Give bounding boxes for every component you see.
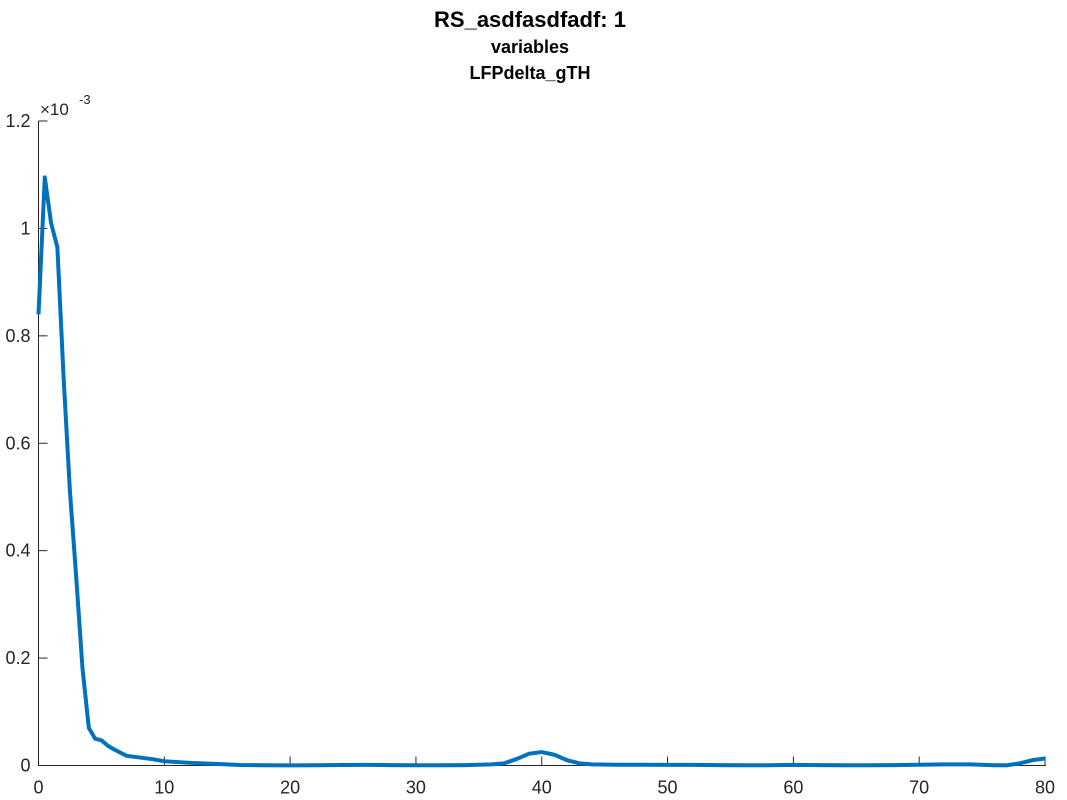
chart-subtitle-line-2: LFPdelta_gTH <box>469 63 590 83</box>
x-tick-label: 10 <box>154 778 174 798</box>
y-exponent-power: -3 <box>79 92 91 107</box>
x-tick-label: 0 <box>33 778 43 798</box>
y-tick-label: 0.4 <box>5 541 30 561</box>
y-tick-label: 0.6 <box>5 433 30 453</box>
x-tick-label: 50 <box>658 778 678 798</box>
x-tick-label: 20 <box>280 778 300 798</box>
y-tick-label: 0.2 <box>5 648 30 668</box>
plot-area: 0 10 20 30 40 50 60 70 80 0 0.2 0.4 0.6 0.8 1 1.2 <box>5 111 1055 798</box>
x-tick-label: 70 <box>909 778 929 798</box>
x-tick-label: 60 <box>783 778 803 798</box>
x-ticks: 0 10 20 30 40 50 60 70 80 <box>33 756 1055 798</box>
y-tick-label: 1 <box>20 218 30 238</box>
y-tick-label: 0.8 <box>5 326 30 346</box>
series-line <box>36 175 1046 768</box>
chart-subtitle-line-1: variables <box>491 37 569 57</box>
y-tick-label: 0 <box>20 756 30 776</box>
x-tick-label: 30 <box>406 778 426 798</box>
x-tick-label: 80 <box>1035 778 1055 798</box>
y-ticks: 0 0.2 0.4 0.6 0.8 1 1.2 <box>5 111 48 776</box>
x-tick-label: 40 <box>532 778 552 798</box>
y-tick-label: 1.2 <box>5 111 30 131</box>
y-exponent-label: ×10 -3 <box>40 92 91 119</box>
series-layer <box>36 175 1046 768</box>
y-exponent-base: ×10 <box>40 100 69 119</box>
chart-title: RS_asdfasdfadf: 1 <box>434 7 626 32</box>
